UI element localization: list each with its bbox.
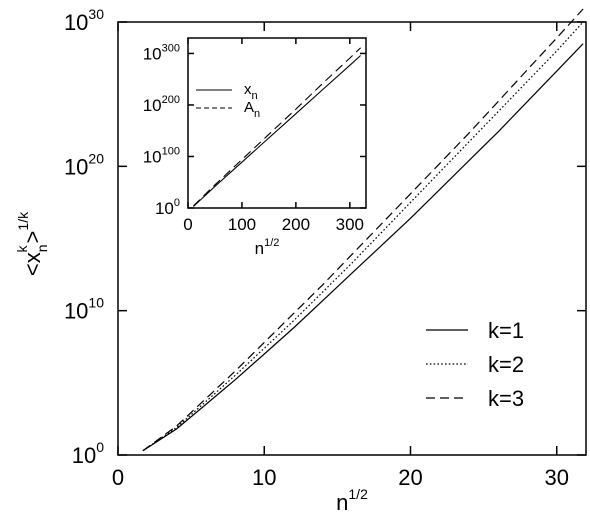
y-tick-label: 100 — [72, 439, 104, 468]
y-tick-exponent: 0 — [96, 439, 104, 455]
y-tick-exponent: 10 — [88, 295, 104, 311]
y-tick-label: 1010 — [64, 295, 104, 324]
inset-x-axis-label-sup: 1/2 — [264, 237, 279, 249]
inset-y-tick-base: 10 — [143, 147, 162, 166]
y-axis-label-open: <x — [20, 252, 45, 276]
x-tick-label: 10 — [252, 465, 276, 490]
x-tick-label: 30 — [545, 465, 569, 490]
inset-series-line-1 — [193, 55, 361, 207]
inset-y-tick-exponent: 0 — [174, 197, 180, 209]
inset-y-tick-label: 10200 — [143, 94, 180, 115]
axes-frame — [117, 21, 587, 456]
inset-y-tick-exponent: 300 — [162, 42, 180, 54]
y-axis-label-outer-sup: 1/k — [15, 211, 31, 231]
inset-background — [188, 38, 366, 208]
inset-legend-label-base: x — [244, 81, 252, 98]
inset-x-tick-label: 100 — [228, 215, 256, 234]
series-line-3 — [142, 8, 584, 452]
inset-y-tick-label: 100 — [155, 197, 180, 218]
y-tick-exponent: 30 — [88, 6, 104, 22]
inset-y-tick-exponent: 200 — [162, 94, 180, 106]
x-axis-label: n1/2 — [336, 486, 368, 515]
inset-legend-label-base: A — [244, 99, 254, 116]
inset-y-tick-label: 10100 — [143, 145, 180, 166]
inset-axes-frame — [187, 37, 367, 209]
y-axis-label-sub: n — [34, 244, 50, 252]
inset-y-tick-base: 10 — [143, 44, 162, 63]
main-plot: 0 10 20 30100101010201030n1/2<xnk>1/kk=1k=2… — [14, 6, 587, 515]
inset-x-tick-label: 200 — [282, 215, 310, 234]
inset-x-axis-label: n1/2 — [255, 237, 280, 258]
inset-y-tick-base: 10 — [143, 96, 162, 115]
legend-label-3: k=3 — [488, 386, 524, 411]
inset-y-tick-base: 10 — [155, 199, 174, 218]
y-axis-label: <xnk>1/k — [14, 211, 50, 276]
inset-x-tick-label: 0 — [183, 215, 192, 234]
inset-legend-label-sub: n — [252, 90, 258, 102]
inset-x-tick-label: 300 — [336, 215, 364, 234]
series-line-1 — [142, 43, 584, 452]
y-tick-base: 10 — [64, 299, 88, 324]
inset-legend-label-sub: n — [254, 108, 260, 120]
y-tick-exponent: 20 — [88, 150, 104, 166]
y-tick-base: 10 — [64, 10, 88, 35]
inset-legend-label-2: An — [244, 99, 260, 120]
inset-series-line-2 — [193, 47, 361, 207]
legend-label-1: k=1 — [488, 318, 524, 343]
series-line-2 — [142, 21, 584, 452]
y-axis-label-close: > — [20, 231, 45, 244]
y-tick-label: 1020 — [64, 150, 104, 179]
y-axis-label-sup: k — [14, 244, 30, 252]
inset-y-tick-exponent: 100 — [162, 145, 180, 157]
y-tick-label: 1030 — [64, 6, 104, 35]
inset-y-tick-label: 10300 — [143, 42, 180, 63]
x-axis-label-sup: 1/2 — [348, 486, 368, 502]
inset-x-axis-label-base: n — [255, 239, 264, 258]
y-tick-base: 10 — [72, 443, 96, 468]
x-axis-label-base: n — [336, 490, 348, 515]
inset-legend-label-1: xn — [244, 81, 258, 102]
x-tick-label: 20 — [398, 465, 422, 490]
x-tick-label: 0 — [112, 465, 124, 490]
y-tick-base: 10 — [64, 154, 88, 179]
legend-label-2: k=2 — [488, 352, 524, 377]
